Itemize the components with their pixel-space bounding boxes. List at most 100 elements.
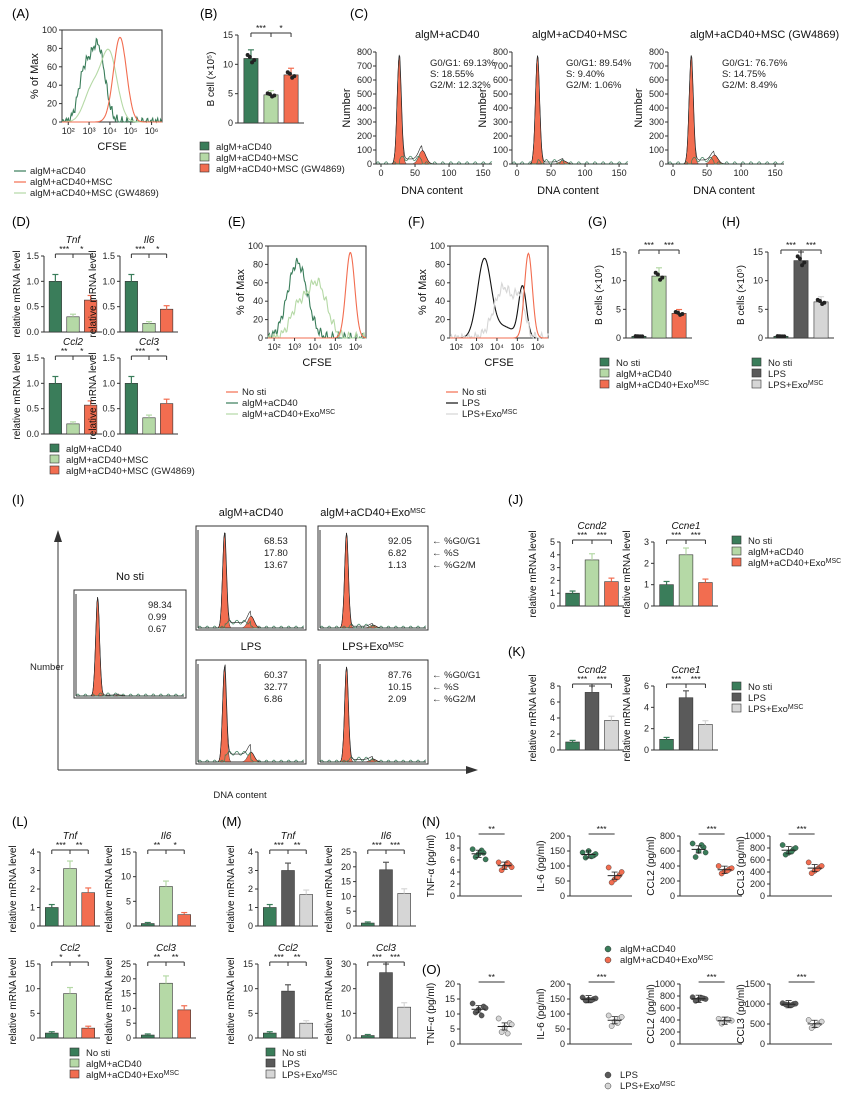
data-point xyxy=(508,1021,515,1028)
cycle-stat: G0/G1: 69.13% xyxy=(430,58,496,69)
y-tick-label: 200 xyxy=(493,131,508,141)
bar xyxy=(379,972,393,1039)
x-tick-label: 50 xyxy=(546,168,556,178)
legend-l-label: algM+aCD40 xyxy=(86,1059,142,1070)
y-tick-label: 700 xyxy=(649,61,664,71)
cycle-box-value: 17.80 xyxy=(264,548,288,559)
legend-n-label: algM+aCD40+ExoMSC xyxy=(620,955,713,967)
y-axis-label: relative mRNA level xyxy=(12,352,23,439)
x-axis-label: DNA content xyxy=(401,185,463,197)
legend-h-label: LPS xyxy=(768,369,786,380)
y-axis-label: % of Max xyxy=(29,53,41,99)
bar xyxy=(565,592,580,607)
y-tick-label: 1000 xyxy=(745,831,765,841)
bar xyxy=(678,697,694,751)
panel-label-K: (K) xyxy=(508,644,525,659)
total-curve xyxy=(320,532,426,629)
gene-title: Ccnd2 xyxy=(578,521,607,532)
y-tick-label: 4 xyxy=(550,550,555,560)
bar xyxy=(66,316,80,333)
y-tick-label: 80 xyxy=(253,259,263,269)
y-tick-label: 50 xyxy=(555,1024,565,1034)
data-point xyxy=(724,1016,731,1023)
legend-b-swatch xyxy=(199,152,210,162)
legend-j-label: algM+aCD40 xyxy=(748,547,804,558)
y-tick-label: 4 xyxy=(450,867,455,877)
y-tick-label: 15 xyxy=(121,847,131,857)
panel-label-O: (O) xyxy=(422,962,441,977)
x-tick-label: 10² xyxy=(62,126,75,136)
y-tick-label: 20 xyxy=(121,974,131,984)
bar xyxy=(81,1027,95,1039)
y-tick-label: 2 xyxy=(248,884,253,894)
legend-g-label: algM+aCD40+ExoMSC xyxy=(616,380,709,392)
y-tick-label: 5 xyxy=(228,89,233,99)
y-tick-label: 15 xyxy=(223,30,233,40)
data-point xyxy=(469,846,476,853)
legend-k-swatch xyxy=(731,692,742,702)
data-point xyxy=(588,997,595,1004)
y-tick-label: 2 xyxy=(30,884,35,894)
significance-mark: *** xyxy=(671,674,682,684)
cycle-box-title: LPS xyxy=(241,641,262,653)
y-tick-label: 0 xyxy=(503,159,508,169)
y-tick-label: 25 xyxy=(121,959,131,969)
cycle-box xyxy=(195,525,307,631)
y-tick-label: 500 xyxy=(750,1019,765,1029)
bar xyxy=(604,581,619,607)
y-tick-label: 0 xyxy=(258,333,263,343)
cycle-box-value: 2.09 xyxy=(388,694,407,705)
x-tick-label: 10⁵ xyxy=(124,126,138,136)
y-axis-label: B cells (×10⁵) xyxy=(594,265,605,325)
cycle-box-value: 92.05 xyxy=(388,536,412,547)
x-tick-label: 10³ xyxy=(470,342,483,352)
y-tick-label: 0 xyxy=(560,1039,565,1049)
panel-label-N: (N) xyxy=(422,814,440,829)
gene-title: Ccl3 xyxy=(376,943,396,954)
y-tick-label: 1.5 xyxy=(102,353,115,363)
y-tick-label: 5 xyxy=(126,1018,131,1028)
y-tick-label: 15 xyxy=(611,247,621,257)
flow-plot-frame xyxy=(61,29,163,123)
cycle-box-value: 6.86 xyxy=(264,694,283,705)
legend-a-label: algM+aCD40+MSC (GW4869) xyxy=(30,188,159,199)
y-tick-label: 0 xyxy=(670,891,675,901)
y-tick-label: 25 xyxy=(341,847,351,857)
histogram-curve xyxy=(267,257,367,339)
data-point xyxy=(292,74,297,79)
legend-k-label: LPS+ExoMSC xyxy=(748,704,803,716)
y-tick-label: 100 xyxy=(493,145,508,155)
x-tick-label: 50 xyxy=(410,168,420,178)
y-tick-label: 100 xyxy=(550,1009,565,1019)
legend-l-label: No sti xyxy=(86,1048,110,1059)
data-point xyxy=(640,334,645,339)
y-tick-label: 1.0 xyxy=(102,276,115,286)
y-tick-label: 4 xyxy=(30,847,35,857)
y-axis-label: B cells (×10⁵) xyxy=(736,265,747,325)
total-curve xyxy=(198,532,304,629)
y-tick-label: 0 xyxy=(616,333,621,343)
legend-l-swatch xyxy=(69,1047,80,1057)
data-point xyxy=(252,58,257,63)
bar xyxy=(45,1032,59,1039)
y-tick-label: 15 xyxy=(25,959,35,969)
bar xyxy=(584,692,600,751)
data-point xyxy=(797,256,802,261)
y-tick-label: 300 xyxy=(493,117,508,127)
cycle-box-title: LPS+ExoMSC xyxy=(342,641,404,653)
y-tick-label: 10 xyxy=(121,1003,131,1013)
y-tick-label: 0 xyxy=(126,921,131,931)
significance-mark: *** xyxy=(256,23,267,33)
y-tick-label: 10 xyxy=(445,1009,455,1019)
data-point xyxy=(287,71,292,76)
bar xyxy=(159,886,173,927)
y-axis-label: CCL2 (pg/ml) xyxy=(646,984,657,1043)
x-tick-label: 10⁵ xyxy=(511,342,525,352)
bar xyxy=(651,275,667,339)
significance-mark: * xyxy=(156,244,160,254)
y-tick-label: 0 xyxy=(450,891,455,901)
legend-h-swatch xyxy=(751,357,762,367)
data-point xyxy=(680,311,685,316)
y-tick-label: 6 xyxy=(644,681,649,691)
y-axis-label: relative mRNA level xyxy=(226,845,237,932)
